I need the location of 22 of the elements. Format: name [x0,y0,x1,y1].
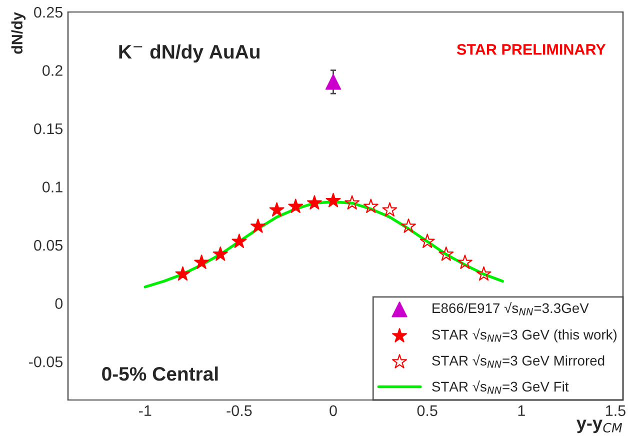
legend-label: STAR √s$_{NN}$=3 GeV Fit [432,380,569,394]
annotation: STAR PRELIMINARY [456,44,606,55]
annotation: K$^{−}$ dN/dy AuAu [119,44,260,62]
legend-label: STAR √s$_{NN}$=3 GeV Mirrored [432,354,604,368]
y-tick-label: -0.05 [29,356,62,368]
x-axis-title: y-y$_{CM}$ [576,420,622,434]
x-tick-label: 0.5 [417,405,438,416]
y-axis-title: dN/dy [11,12,26,54]
y-tick-label: 0.15 [34,123,62,134]
y-tick-label: 0 [55,298,63,309]
y-tick-label: 0.05 [34,240,62,251]
y-tick-label: 0.2 [42,65,62,76]
x-tick-label: 0 [330,405,337,416]
annotation: 0-5% Central [102,366,218,381]
x-tick-label: 1 [518,405,525,416]
x-tick-label: -0.5 [226,405,252,416]
x-tick-label: 1.5 [606,405,626,416]
y-tick-label: 0.1 [42,182,62,192]
legend-label: STAR √s$_{NN}$=3 GeV (this work) [432,328,617,342]
y-tick-label: 0.25 [34,6,62,18]
legend-label: E866/E917 √s$_{NN}$=3.3GeV [432,302,589,316]
x-tick-label: -1 [139,405,152,416]
